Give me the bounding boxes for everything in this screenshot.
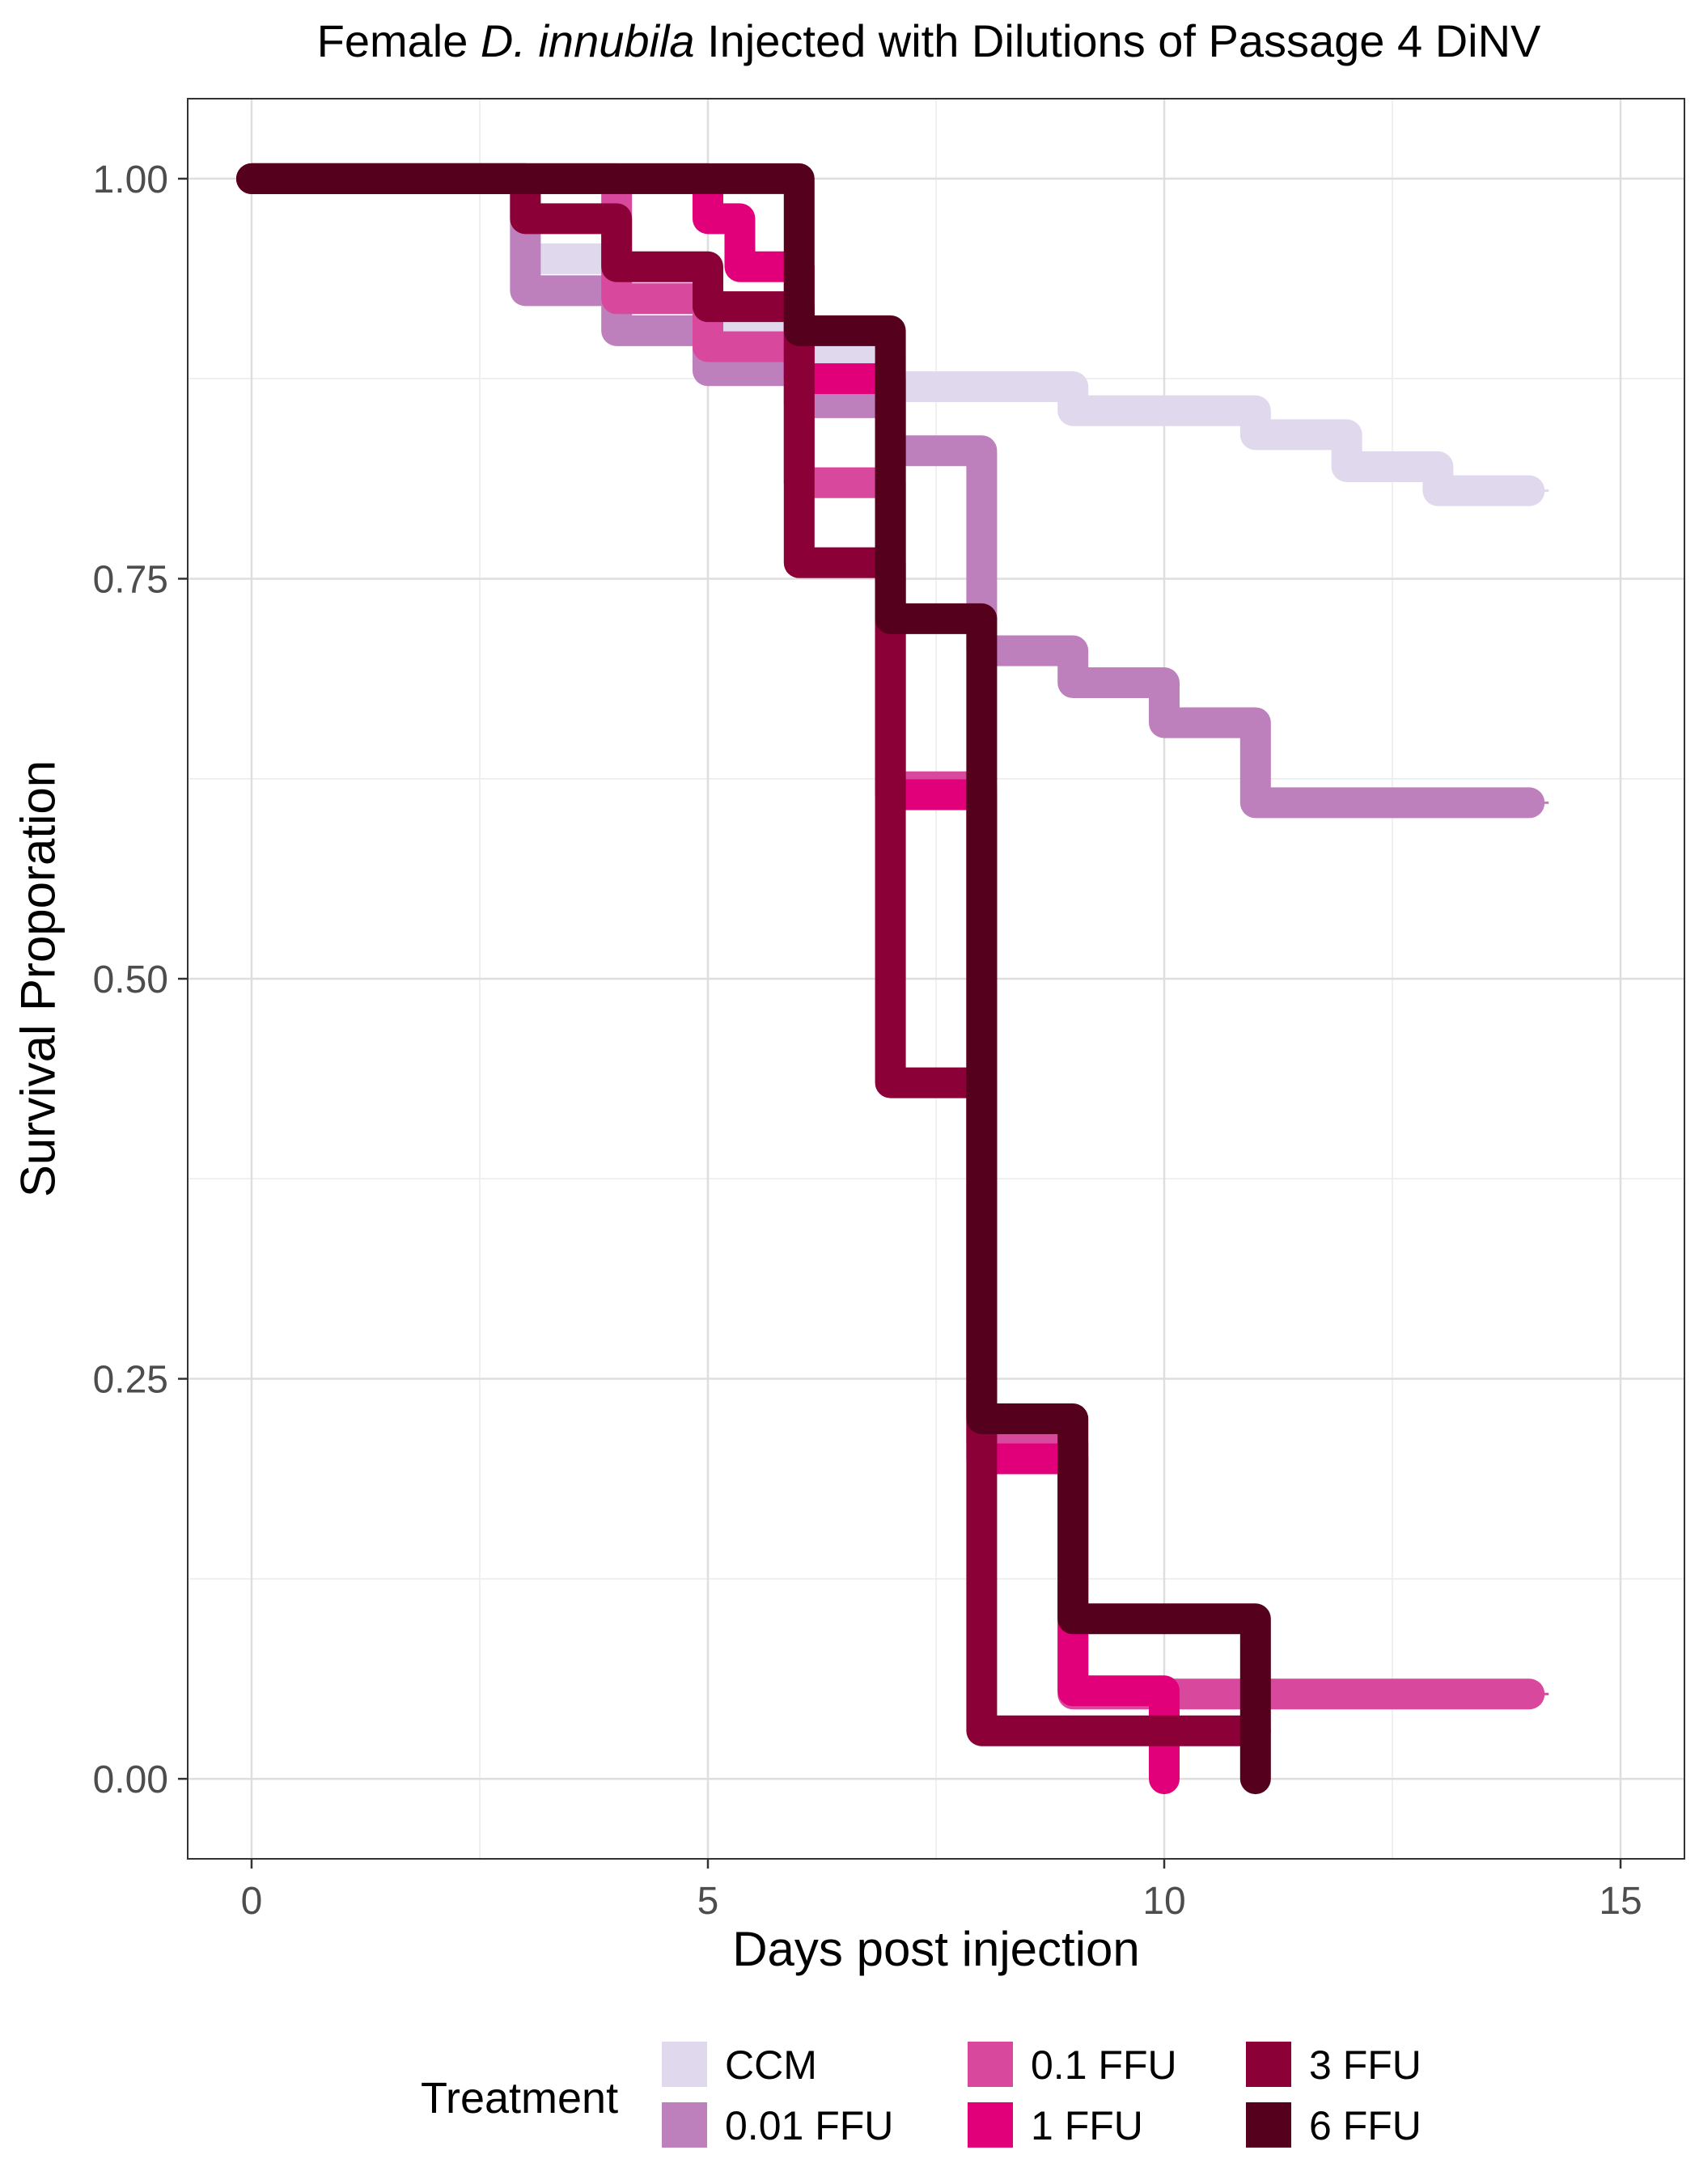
y-axis-label: Survival Proporation [11,760,66,1197]
legend-label: 3 FFU [1309,2042,1421,2088]
y-tick-label: 1.00 [93,159,168,201]
legend-key [662,2042,707,2087]
chart-title-part-1: Female [317,15,481,66]
x-tick-label: 0 [241,1880,263,1923]
legend-key [968,2042,1013,2087]
x-tick-label: 15 [1599,1880,1642,1923]
legend-label: CCM [725,2042,817,2088]
censor-marks [1529,482,1549,1704]
legend-label: 0.1 FFU [1031,2042,1177,2088]
legend-key [1246,2042,1291,2087]
y-axis-ticks: 0.00 0.25 0.50 0.75 1.00 [93,159,188,1801]
legend-key [1246,2102,1291,2148]
y-tick-label: 0.75 [93,558,168,601]
legend-key [968,2102,1013,2148]
legend-label: 1 FFU [1031,2103,1143,2148]
legend-label: 6 FFU [1309,2103,1421,2148]
legend-key [662,2102,707,2148]
survival-curves [235,163,1545,1795]
legend: Treatment CCM 0.01 FFU 0.1 FFU 1 FFU 3 FFU 6 … [421,2042,1421,2148]
major-gridlines [188,99,1684,1859]
chart-title-species: D. innubila [481,15,695,66]
y-tick-label: 0.00 [93,1759,168,1801]
chart-title: Female D. innubila Injected with Dilutio… [317,15,1541,66]
x-tick-label: 10 [1142,1880,1185,1923]
x-axis-ticks: 0 5 10 15 [241,1859,1642,1923]
legend-title: Treatment [421,2074,618,2123]
x-tick-label: 5 [697,1880,719,1923]
y-tick-label: 0.50 [93,959,168,1001]
x-axis-label: Days post injection [732,1922,1140,1976]
y-tick-label: 0.25 [93,1359,168,1402]
series-line-6-ffu [235,163,1271,1795]
chart-title-part-3: Injected with Dilutions of Passage 4 DiN… [695,15,1541,66]
legend-label: 0.01 FFU [725,2103,893,2148]
